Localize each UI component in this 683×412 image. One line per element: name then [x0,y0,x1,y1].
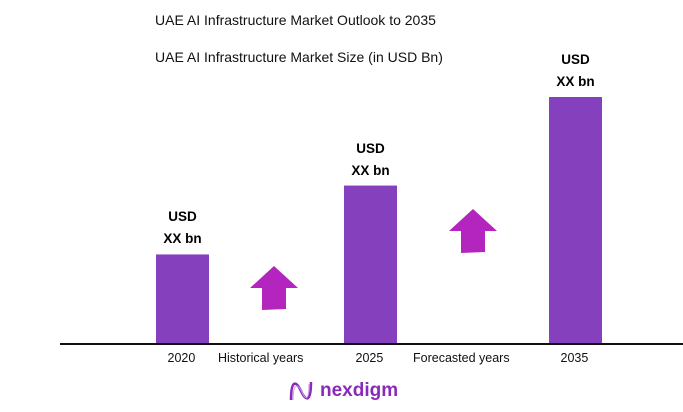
annotation-forecasted: Forecasted years [413,351,510,365]
data-label-2035: USD XX bn [536,49,616,93]
bar-2025 [344,185,397,343]
data-label-line: XX bn [163,231,202,247]
up-arrow-icon [250,266,298,310]
data-label-line: XX bn [351,162,390,178]
nexdigm-logo: nexdigm [288,378,398,404]
page-title: UAE AI Infrastructure Market Outlook to … [155,12,436,28]
x-tick-2020: 2020 [167,351,196,365]
data-label-line: USD [356,140,385,156]
bar-2035 [549,97,602,343]
x-tick-2035: 2035 [560,351,589,365]
data-label-line: XX bn [556,74,595,89]
annotation-historical: Historical years [218,351,304,365]
x-tick-2025: 2025 [355,351,384,365]
data-label-line: USD [561,52,590,67]
chart-subtitle: UAE AI Infrastructure Market Size (in US… [155,49,443,65]
logo-wave-icon [289,381,313,401]
data-label-line: USD [168,209,197,225]
up-arrow-icon [449,209,497,253]
bar-2020 [156,254,209,343]
logo-text: nexdigm [320,380,399,401]
data-label-2020: USD XX bn [143,206,223,250]
data-label-2025: USD XX bn [331,138,411,182]
